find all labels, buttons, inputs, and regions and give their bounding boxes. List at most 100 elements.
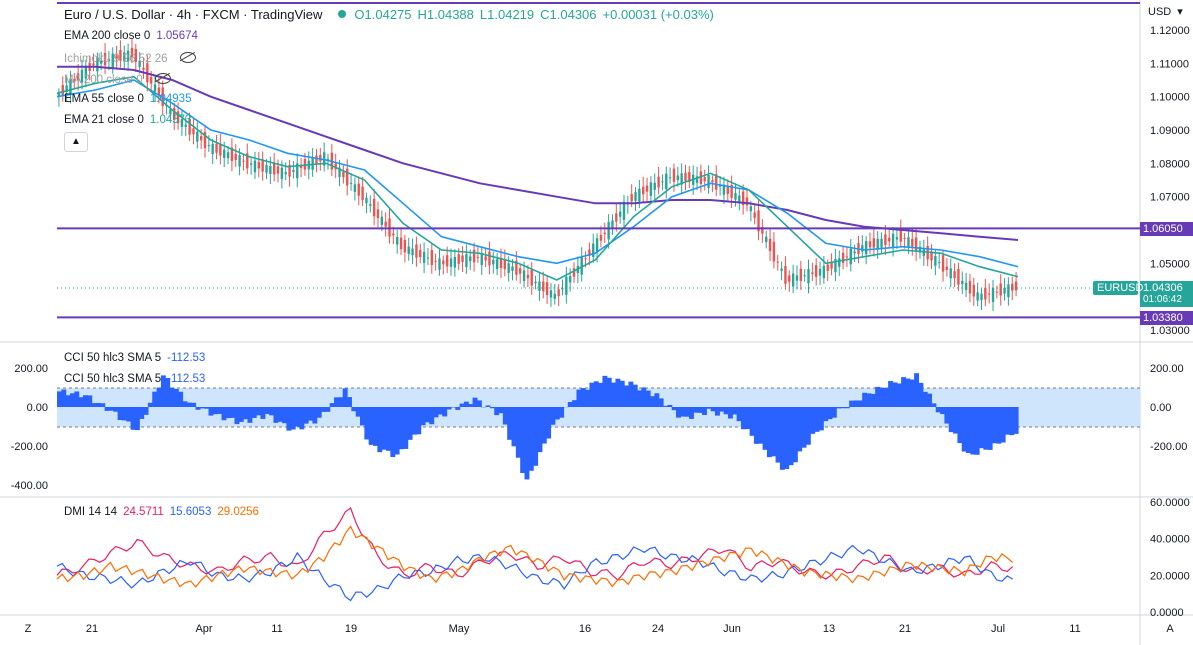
- candle-body: [907, 237, 910, 248]
- cci-bar: [749, 407, 755, 436]
- candle-body: [722, 184, 726, 195]
- cci-bar: [160, 375, 166, 407]
- candle-body: [192, 128, 195, 135]
- dmi-axis-ticks: 60.0000 40.0000 20.0000 0.0000: [1150, 497, 1190, 619]
- zoom-button[interactable]: Z: [25, 623, 32, 635]
- cci-bar: [238, 407, 244, 422]
- indicator-line-2: [56, 75, 1019, 281]
- candle-body: [288, 165, 291, 177]
- candle-body: [380, 216, 384, 225]
- cci-bar: [329, 403, 335, 407]
- legend-ema55[interactable]: EMA 55 close 0 1.04935: [64, 93, 197, 105]
- cci-bar: [485, 405, 491, 407]
- legend-ema200[interactable]: EMA 200 close 0 1.05674: [64, 30, 204, 42]
- ohlc-high: H1.04388: [417, 7, 474, 22]
- cci-bar: [377, 407, 383, 453]
- collapse-legend-button[interactable]: ▲: [64, 132, 88, 152]
- cci-bar: [957, 407, 963, 444]
- symbol-title[interactable]: Euro / U.S. Dollar · 4h · FXCM · Trading…: [64, 7, 323, 22]
- legend-ma200[interactable]: MA 200 close 0: [64, 72, 177, 86]
- cci-bar: [784, 407, 790, 469]
- cci-bar: [459, 403, 465, 407]
- cci-bar: [753, 407, 759, 444]
- legend-ichimoku[interactable]: Ichimoku 9 26 52 26: [64, 51, 202, 65]
- candle-body: [492, 259, 495, 265]
- candle-body: [349, 182, 353, 184]
- candle-body: [957, 268, 960, 285]
- cci-tick-right: -200.00: [1150, 441, 1187, 453]
- candle-body: [676, 175, 680, 181]
- candle-body: [253, 160, 257, 173]
- cci-bar: [567, 401, 573, 407]
- cci-bar: [533, 407, 539, 466]
- candle-body: [92, 63, 95, 66]
- cci-bar: [117, 407, 123, 421]
- cci-bar: [598, 382, 604, 407]
- legend-dmi-minus: 15.6053: [169, 506, 212, 518]
- cci-bar: [559, 407, 565, 418]
- currency-selector[interactable]: USD ▾: [1148, 5, 1189, 18]
- cci-tick-left: 200.00: [14, 363, 48, 375]
- cci-bar: [624, 385, 630, 407]
- candle-body: [557, 289, 560, 297]
- cci-bar: [628, 381, 634, 407]
- legend-cci-1[interactable]: CCI 50 hlc3 SMA 5 -112.53: [64, 352, 211, 364]
- candle-body: [622, 201, 626, 220]
- candle-body: [826, 264, 829, 271]
- cci-bar: [360, 407, 365, 426]
- symbol-legend[interactable]: Euro / U.S. Dollar · 4h · FXCM · Trading…: [64, 7, 720, 22]
- candle-body: [741, 191, 745, 206]
- cci-bar: [524, 407, 530, 480]
- cci-bar: [87, 395, 93, 407]
- legend-cci-2[interactable]: CCI 50 hlc3 SMA 5 -112.53: [64, 373, 211, 385]
- cci-bar: [502, 407, 508, 425]
- legend-ma200-label: MA 200 close 0: [64, 74, 143, 86]
- candle-body: [941, 255, 945, 272]
- candle-body: [995, 291, 999, 293]
- hidden-eye-icon[interactable]: [179, 52, 196, 63]
- cci-bar: [403, 407, 409, 449]
- cci-bar: [853, 400, 859, 407]
- candle-body: [645, 185, 649, 192]
- candle-body: [188, 118, 191, 135]
- cci-tick-left: -200.00: [11, 441, 48, 453]
- candle-body: [469, 256, 472, 262]
- dmi-tick-label: 0.0000: [1150, 607, 1184, 619]
- cci-bar: [801, 407, 807, 448]
- auto-scale-button[interactable]: A: [1166, 623, 1174, 635]
- candle-body: [453, 256, 457, 268]
- candle-body: [534, 281, 537, 284]
- last-price-tag[interactable]: 1.04306 01:06:42: [1140, 281, 1193, 307]
- level-high-tag[interactable]: 1.06050: [1140, 222, 1193, 236]
- candle-body: [438, 258, 441, 270]
- legend-ema21[interactable]: EMA 21 close 0 1.04573: [64, 114, 197, 126]
- horizontal-levels[interactable]: [57, 2, 1140, 319]
- cci-bar: [637, 390, 642, 407]
- candle-body: [1014, 281, 1018, 291]
- candle-body: [580, 256, 583, 275]
- cci-bar: [615, 378, 621, 407]
- candle-body: [338, 167, 341, 177]
- symbol-tag[interactable]: EURUSD: [1093, 281, 1143, 295]
- candle-body: [65, 85, 68, 93]
- price-tick-label: 1.08000: [1150, 158, 1190, 170]
- candle-body: [169, 109, 172, 115]
- candle-body: [699, 171, 703, 184]
- candle-body: [726, 185, 729, 195]
- legend-dmi[interactable]: DMI 14 14 24.5711 15.6053 29.0256: [64, 506, 265, 518]
- cci-bar: [580, 388, 586, 407]
- legend-cci-1-value: -112.53: [167, 352, 206, 364]
- candle-body: [249, 163, 253, 165]
- level-low-tag[interactable]: 1.03380: [1140, 311, 1193, 325]
- cci-bar: [303, 407, 309, 424]
- time-tick-label: 13: [823, 623, 835, 635]
- candle-body: [688, 172, 691, 182]
- cci-bar: [113, 407, 119, 412]
- cci-bar: [745, 407, 751, 430]
- candle-body: [346, 168, 349, 186]
- time-axis-ticks: 21 Apr 11 19 May 16 24 Jun 13 21 Jul 11: [86, 623, 1081, 635]
- hidden-eye-icon[interactable]: [154, 73, 171, 84]
- time-tick-label: Apr: [195, 623, 212, 635]
- dmi-series: [56, 507, 1014, 602]
